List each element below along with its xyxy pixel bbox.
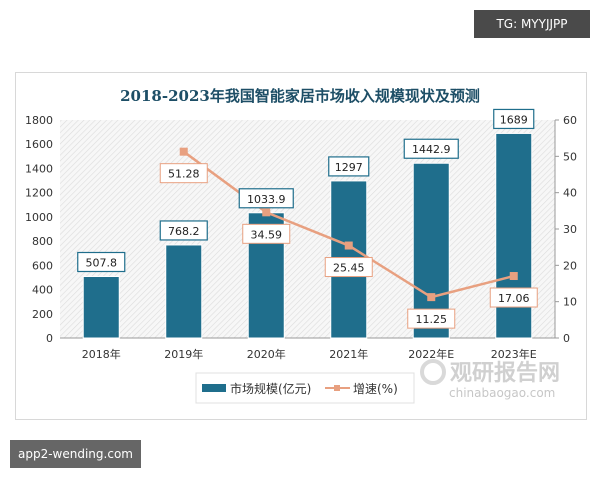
site-badge: app2-wending.com <box>10 440 141 468</box>
legend-line-marker <box>334 385 340 391</box>
bar-label-box <box>77 251 126 273</box>
x-tick-label: 2022年E <box>408 347 454 361</box>
line-data-label: 51.28 <box>168 168 200 181</box>
y-left-tick-label: 1200 <box>25 187 53 200</box>
bar-data-label: 1033.9 <box>247 193 286 206</box>
y-right-tick-label: 30 <box>563 223 577 236</box>
line-label-box <box>324 257 373 278</box>
line-marker <box>427 293 436 302</box>
y-right-tick-label: 0 <box>563 332 570 345</box>
bar-data-label: 507.8 <box>86 256 118 269</box>
line-label-box <box>242 223 291 244</box>
watermark-text: 观研报告网 <box>450 361 560 386</box>
chart-title: 2018-2023年我国智能家居市场收入规模现状及预测 <box>120 87 480 105</box>
line-marker <box>179 147 188 156</box>
x-tick-label: 2018年 <box>82 347 121 361</box>
watermark-subtext: chinabaogao.com <box>449 386 555 400</box>
line-label-box <box>159 163 208 184</box>
x-tick-label: 2019年 <box>164 347 203 361</box>
bar-data-label: 1689 <box>500 113 528 126</box>
x-tick-label: 2023年E <box>491 347 537 361</box>
line-label-box <box>489 287 538 308</box>
y-left-tick-label: 600 <box>32 259 53 272</box>
tg-badge: TG: MYYJJPP <box>474 10 590 38</box>
bar-label-box <box>493 108 535 130</box>
line-marker <box>262 208 271 217</box>
y-left-tick-label: 400 <box>32 284 53 297</box>
line-marker <box>509 272 518 281</box>
legend-bar-label: 市场规模(亿元) <box>230 381 311 396</box>
y-right-tick-label: 60 <box>563 114 577 127</box>
y-right-tick-label: 50 <box>563 150 577 163</box>
x-tick-label: 2020年 <box>247 347 286 361</box>
line-data-label: 25.45 <box>333 262 365 275</box>
y-left-tick-label: 0 <box>46 332 53 345</box>
line-data-label: 11.25 <box>416 313 448 326</box>
y-left-tick-label: 200 <box>32 308 53 321</box>
line-data-label: 34.59 <box>251 228 283 241</box>
bar-data-label: 1442.9 <box>412 143 451 156</box>
line-label-box <box>407 308 456 329</box>
bar-data-label: 1297 <box>335 161 363 174</box>
y-right-tick-label: 10 <box>563 296 577 309</box>
watermark: 观研报告网 chinabaogao.com <box>420 359 560 400</box>
y-left-tick-label: 1600 <box>25 138 53 151</box>
y-left-tick-label: 1000 <box>25 211 53 224</box>
bar <box>165 244 203 339</box>
y-left-tick-label: 1800 <box>25 114 53 127</box>
legend: 市场规模(亿元) 增速(%) <box>195 372 415 404</box>
bar <box>82 275 120 339</box>
legend-bar-swatch <box>202 384 226 392</box>
y-left-tick-label: 800 <box>32 235 53 248</box>
bar-data-label: 768.2 <box>168 225 200 238</box>
bar-label-box <box>328 156 370 177</box>
line-data-label: 17.06 <box>498 292 530 305</box>
bar-label-box <box>403 138 459 159</box>
y-right-tick-label: 40 <box>563 187 577 200</box>
x-tick-label: 2021年 <box>329 347 368 361</box>
line-marker <box>344 241 353 250</box>
legend-line-label: 增速(%) <box>353 382 398 396</box>
bar-label-box <box>159 220 208 241</box>
y-right-tick-label: 20 <box>563 259 577 272</box>
y-left-tick-label: 1400 <box>25 162 53 175</box>
bar-label-box <box>238 188 294 209</box>
